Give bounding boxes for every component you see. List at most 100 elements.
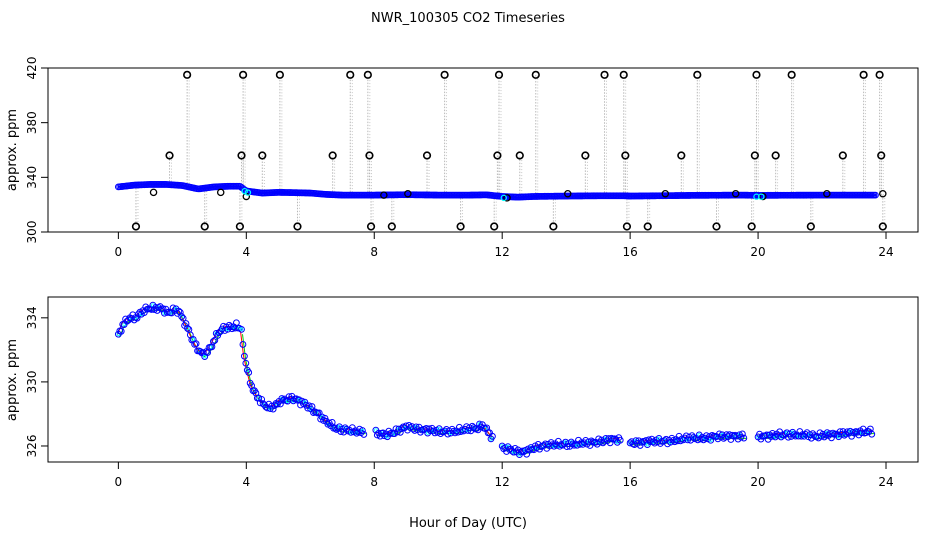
spike-point: [493, 151, 502, 160]
data-point: [616, 436, 624, 444]
spike-point: [877, 151, 886, 160]
top-panel: 0 4 8 12 16 20 24 300 340 380 420 approx. ppm: [5, 57, 919, 259]
data-point: [517, 448, 525, 456]
top-y-tick-label: 420: [25, 57, 39, 80]
data-point: [238, 325, 245, 333]
spike-point: [859, 70, 868, 79]
data-point: [483, 424, 491, 432]
spike-point: [787, 70, 796, 79]
data-point: [489, 432, 496, 440]
raw-point: [879, 189, 887, 198]
top-y-tick-label: 380: [25, 111, 39, 134]
spike-point: [621, 151, 630, 160]
data-point: [444, 430, 452, 438]
spike-point: [515, 151, 524, 160]
flag-point: [244, 189, 252, 196]
spike-point: [622, 222, 632, 231]
data-point: [360, 431, 368, 438]
bottom-x-tick-label: 8: [370, 475, 378, 489]
data-point-inner: [308, 407, 313, 411]
spike-point: [581, 151, 590, 160]
spike-point: [875, 70, 884, 79]
flag-point: [758, 193, 765, 200]
data-point: [851, 429, 858, 437]
data-point: [245, 369, 253, 376]
data-point: [175, 307, 183, 315]
data-point: [239, 341, 247, 348]
data-point: [638, 438, 646, 446]
top-plot-frame: [47, 67, 919, 233]
top-x-tick-label: 4: [242, 245, 250, 259]
spike-point: [490, 222, 499, 231]
data-point: [806, 431, 814, 439]
data-point: [396, 428, 404, 436]
data-point: [549, 441, 556, 449]
data-point: [849, 428, 857, 436]
data-point-inner: [245, 368, 250, 372]
bottom-x-tick-label: 12: [495, 475, 510, 489]
data-point: [715, 430, 723, 438]
data-point-inner: [191, 337, 196, 342]
raw-point: [823, 189, 831, 198]
spike-point: [619, 70, 628, 79]
data-point: [799, 431, 807, 438]
data-point: [331, 424, 339, 432]
data-point: [669, 436, 677, 444]
spike-point: [494, 70, 504, 79]
top-x-tick-label: 8: [370, 245, 378, 259]
data-point: [569, 440, 577, 448]
data-point: [278, 395, 286, 402]
data-point: [626, 439, 634, 447]
data-point-inner: [569, 440, 574, 444]
bottom-x-tick-label: 24: [878, 475, 893, 489]
spike-point: [363, 70, 372, 79]
spike-point: [747, 222, 756, 231]
data-point: [159, 305, 167, 313]
spike-point: [643, 222, 652, 231]
data-point-inner: [239, 327, 244, 332]
data-point: [740, 434, 748, 442]
top-x-tick-label: 16: [622, 245, 637, 259]
bottom-x-axis: 0 4 8 12 16 20 24: [115, 462, 894, 489]
data-point: [242, 359, 250, 367]
data-point-inner: [708, 438, 713, 443]
spike-point: [235, 222, 245, 231]
raw-point: [216, 188, 225, 197]
spike-point: [693, 70, 702, 79]
data-point: [133, 314, 141, 322]
data-point: [182, 320, 190, 327]
data-point: [576, 440, 584, 448]
spike-point: [165, 151, 174, 160]
spike-point: [365, 151, 374, 160]
data-point-inner: [790, 430, 795, 435]
bottom-x-tick-label: 20: [750, 475, 765, 489]
data-point: [797, 432, 805, 440]
data-point: [430, 427, 437, 435]
spike-point: [131, 222, 141, 231]
spike-point: [237, 151, 246, 160]
spike-point: [600, 70, 609, 79]
data-point: [209, 338, 217, 345]
raw-point: [503, 194, 511, 202]
data-point-inner: [122, 322, 126, 327]
baseline-line: [118, 183, 877, 199]
spike-point: [806, 222, 815, 231]
data-point: [708, 431, 716, 439]
data-point-inner: [202, 354, 207, 359]
bottom-panel: 0 4 8 12 16 20 24 326 330 334 approx. ppm: [5, 296, 919, 489]
raw-point: [380, 191, 388, 199]
data-point: [184, 324, 191, 332]
figure-title: NWR_100305 CO2 Timeseries: [371, 11, 565, 26]
data-point: [818, 432, 825, 440]
top-y-tick-label: 300: [25, 221, 39, 244]
data-point: [308, 403, 316, 410]
top-x-tick-label: 12: [495, 245, 510, 259]
data-point: [258, 395, 266, 403]
data-point: [176, 308, 184, 316]
data-point-inner: [437, 426, 441, 431]
spike-point: [346, 70, 355, 79]
data-point: [227, 323, 235, 331]
spike-point: [531, 70, 540, 79]
bottom-x-tick-label: 16: [622, 475, 637, 489]
